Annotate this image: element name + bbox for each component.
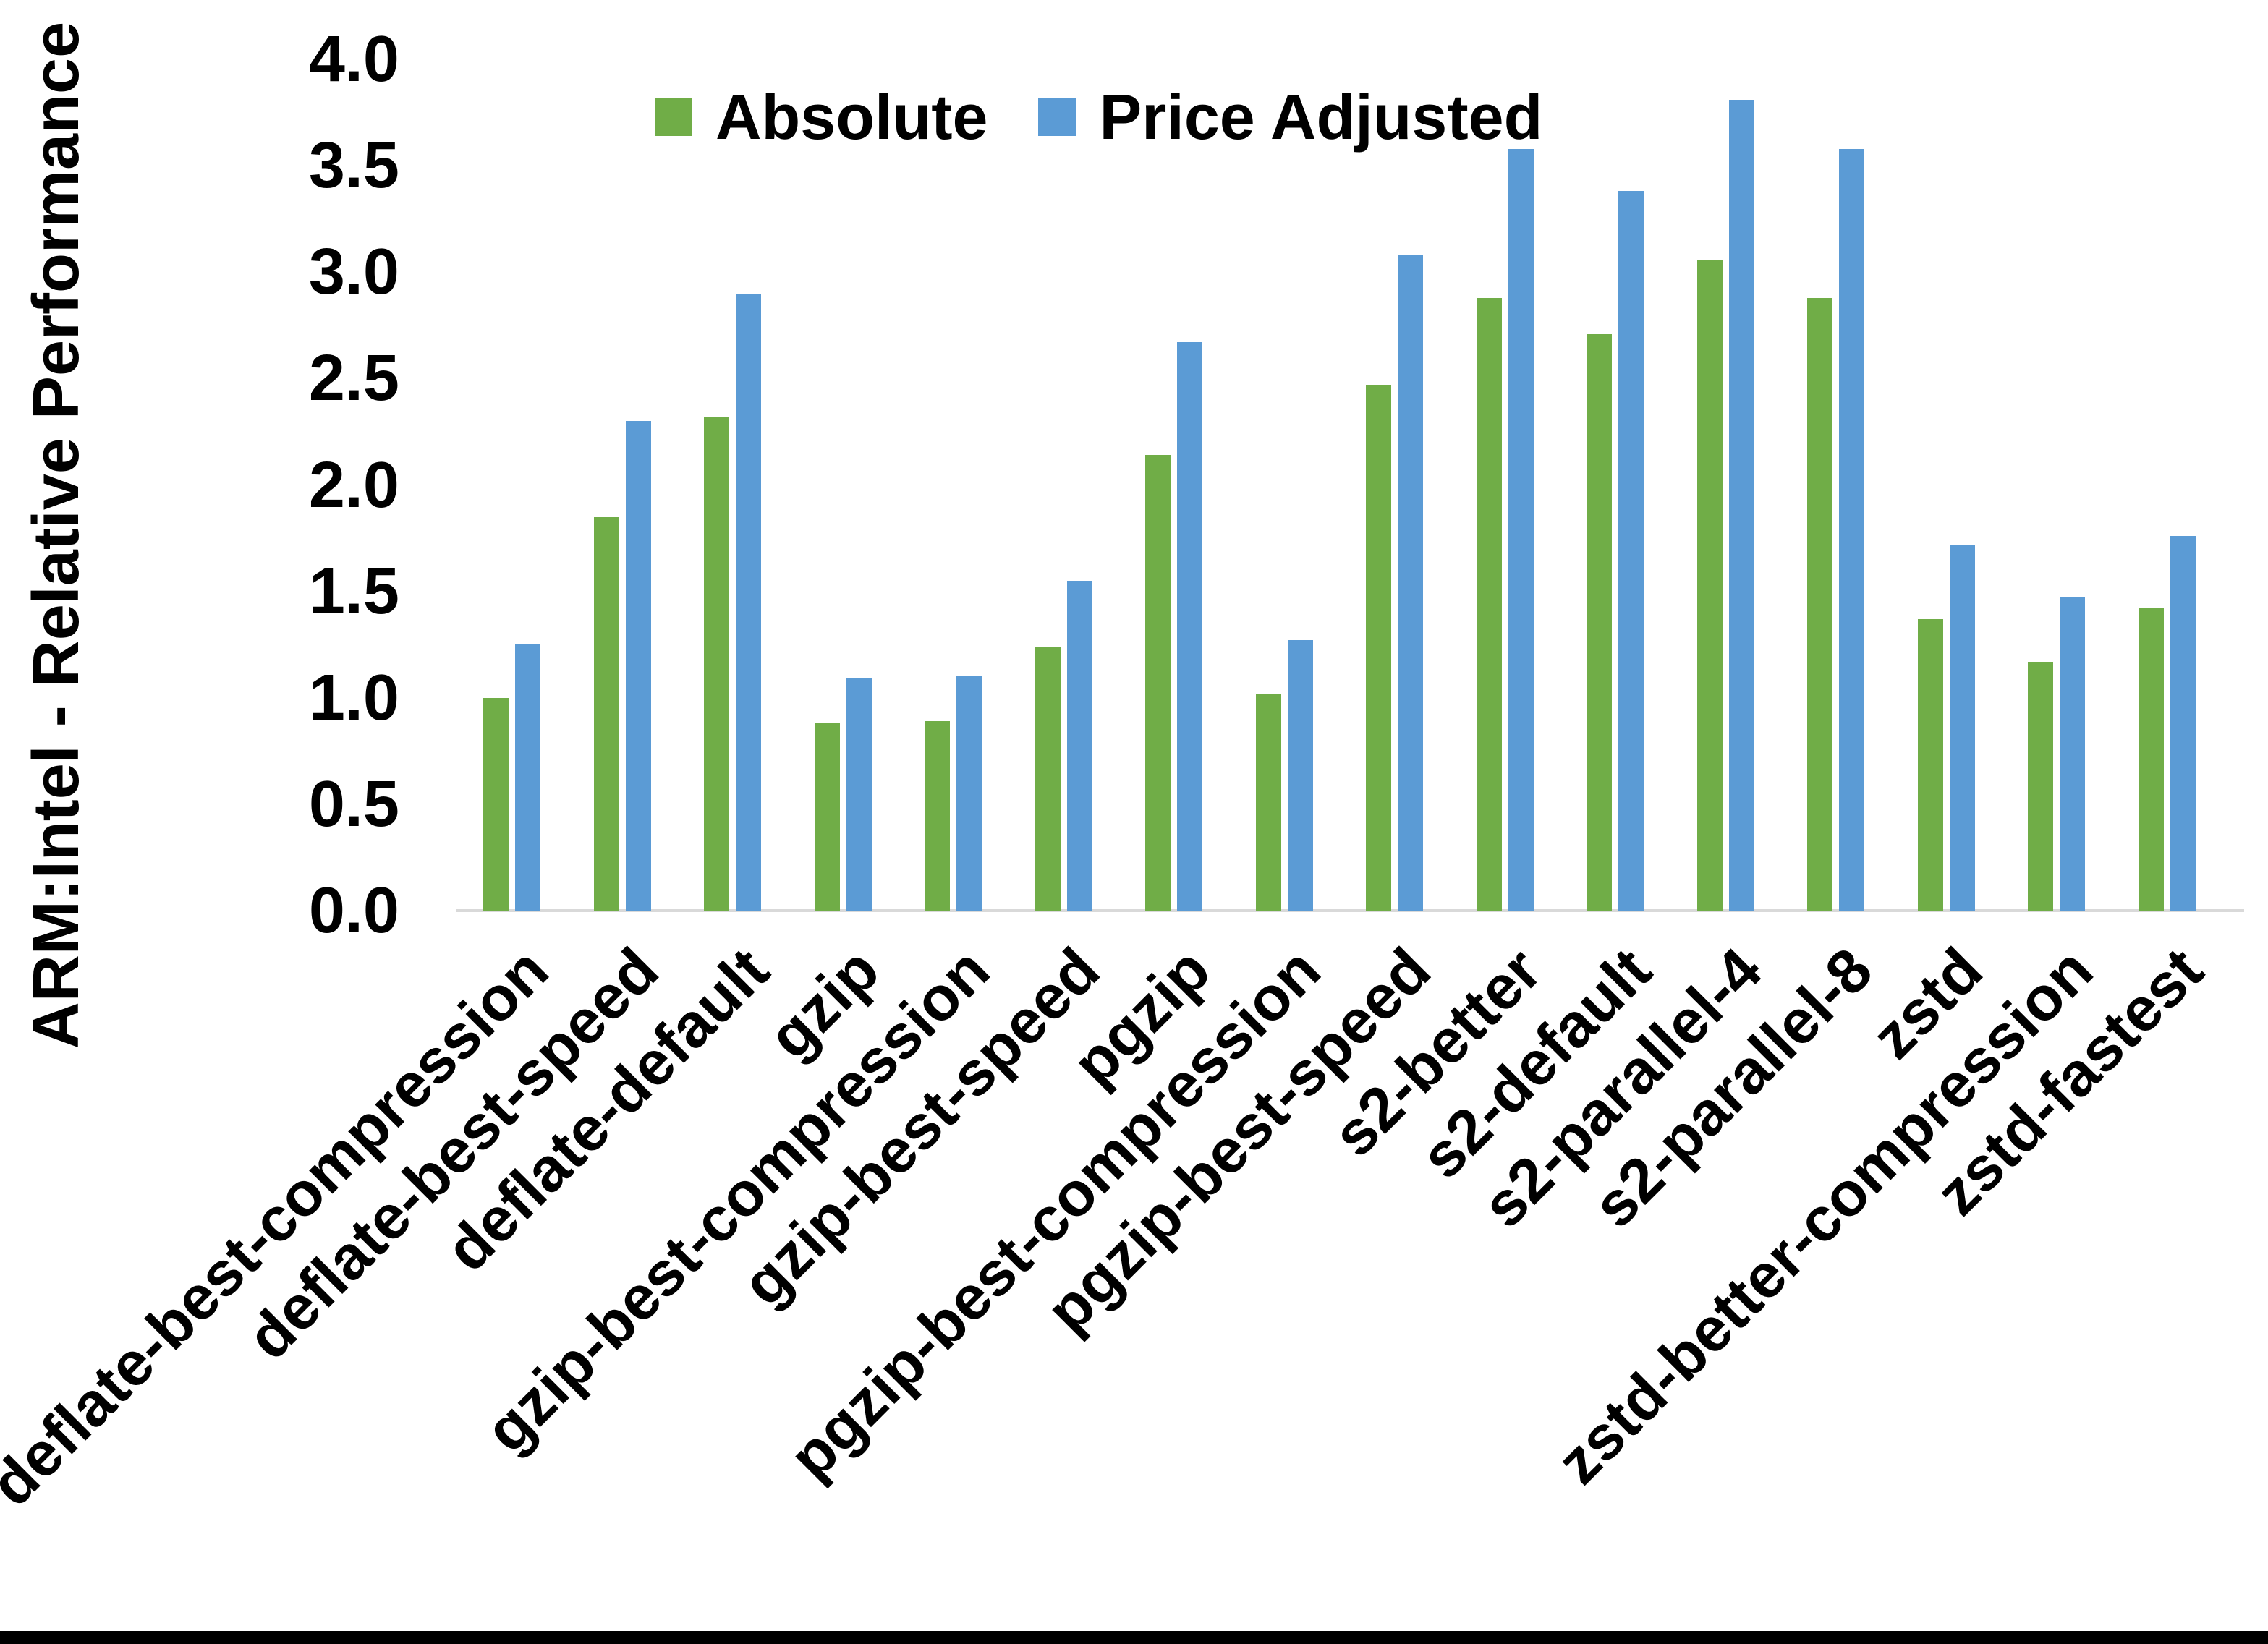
- bar-absolute-zstd-fastest: [2138, 608, 2164, 911]
- bar-absolute-deflate-best-speed: [593, 517, 619, 911]
- bar-absolute-s2-default: [1587, 334, 1612, 911]
- legend-swatch-price-adjusted: [1038, 98, 1076, 136]
- y-tick-label-0.5: 0.5: [308, 767, 399, 840]
- bar-price-adjusted-pgzip: [1177, 342, 1202, 911]
- bar-price-adjusted-s2-parallel-4: [1728, 100, 1754, 911]
- bar-absolute-gzip-best-speed: [1035, 647, 1061, 911]
- y-tick-label-3.0: 3.0: [308, 236, 399, 309]
- y-tick-label-1.5: 1.5: [308, 555, 399, 628]
- bar-absolute-pgzip-best-compression: [1255, 694, 1281, 911]
- bar-price-adjusted-s2-parallel-8: [1839, 149, 1864, 911]
- bar-price-adjusted-deflate-best-speed: [625, 421, 651, 911]
- bar-price-adjusted-zstd-better-compression: [2060, 597, 2085, 911]
- legend-label-price-adjusted: Price Adjusted: [1099, 81, 1543, 153]
- bar-price-adjusted-pgzip-best-compression: [1287, 640, 1313, 911]
- bar-price-adjusted-s2-better: [1508, 149, 1534, 911]
- bar-absolute-s2-better: [1476, 298, 1502, 911]
- y-tick-label-2.5: 2.5: [308, 342, 399, 415]
- bar-price-adjusted-gzip: [846, 678, 872, 911]
- bar-absolute-gzip: [814, 723, 840, 911]
- bar-absolute-pgzip: [1145, 455, 1171, 911]
- legend: Absolute Price Adjusted: [655, 81, 1542, 153]
- bar-absolute-s2-parallel-8: [1807, 298, 1832, 911]
- bar-absolute-zstd-better-compression: [2028, 662, 2053, 911]
- bar-absolute-s2-parallel-4: [1696, 260, 1723, 911]
- bar-price-adjusted-s2-default: [1618, 191, 1644, 911]
- bar-absolute-gzip-best-compression: [925, 721, 950, 911]
- bar-absolute-pgzip-best-speed: [1366, 385, 1391, 911]
- bar-price-adjusted-deflate-default: [736, 294, 761, 911]
- bottom-border-bar: [0, 1631, 2268, 1644]
- bar-price-adjusted-gzip-best-speed: [1066, 581, 1092, 911]
- bar-absolute-deflate-best-compression: [483, 698, 509, 911]
- bar-price-adjusted-zstd: [1949, 545, 1975, 911]
- bar-price-adjusted-deflate-best-compression: [515, 644, 540, 911]
- bar-price-adjusted-zstd-fastest: [2170, 536, 2196, 911]
- y-tick-label-3.5: 3.5: [308, 129, 399, 203]
- legend-swatch-absolute: [655, 98, 692, 136]
- legend-item-price-adjusted: Price Adjusted: [1038, 85, 1542, 149]
- y-tick-label-2.0: 2.0: [308, 448, 399, 521]
- bar-price-adjusted-gzip-best-compression: [956, 676, 982, 911]
- bar-absolute-deflate-default: [704, 417, 729, 911]
- y-tick-label-0.0: 0.0: [308, 874, 399, 947]
- legend-label-absolute: Absolute: [715, 81, 988, 153]
- y-tick-label-1.0: 1.0: [308, 661, 399, 734]
- x-axis-line: [456, 909, 2244, 912]
- bar-price-adjusted-pgzip-best-speed: [1398, 255, 1423, 911]
- legend-item-absolute: Absolute: [655, 85, 988, 149]
- y-tick-label-4.0: 4.0: [308, 23, 399, 95]
- bar-absolute-zstd: [1917, 619, 1943, 911]
